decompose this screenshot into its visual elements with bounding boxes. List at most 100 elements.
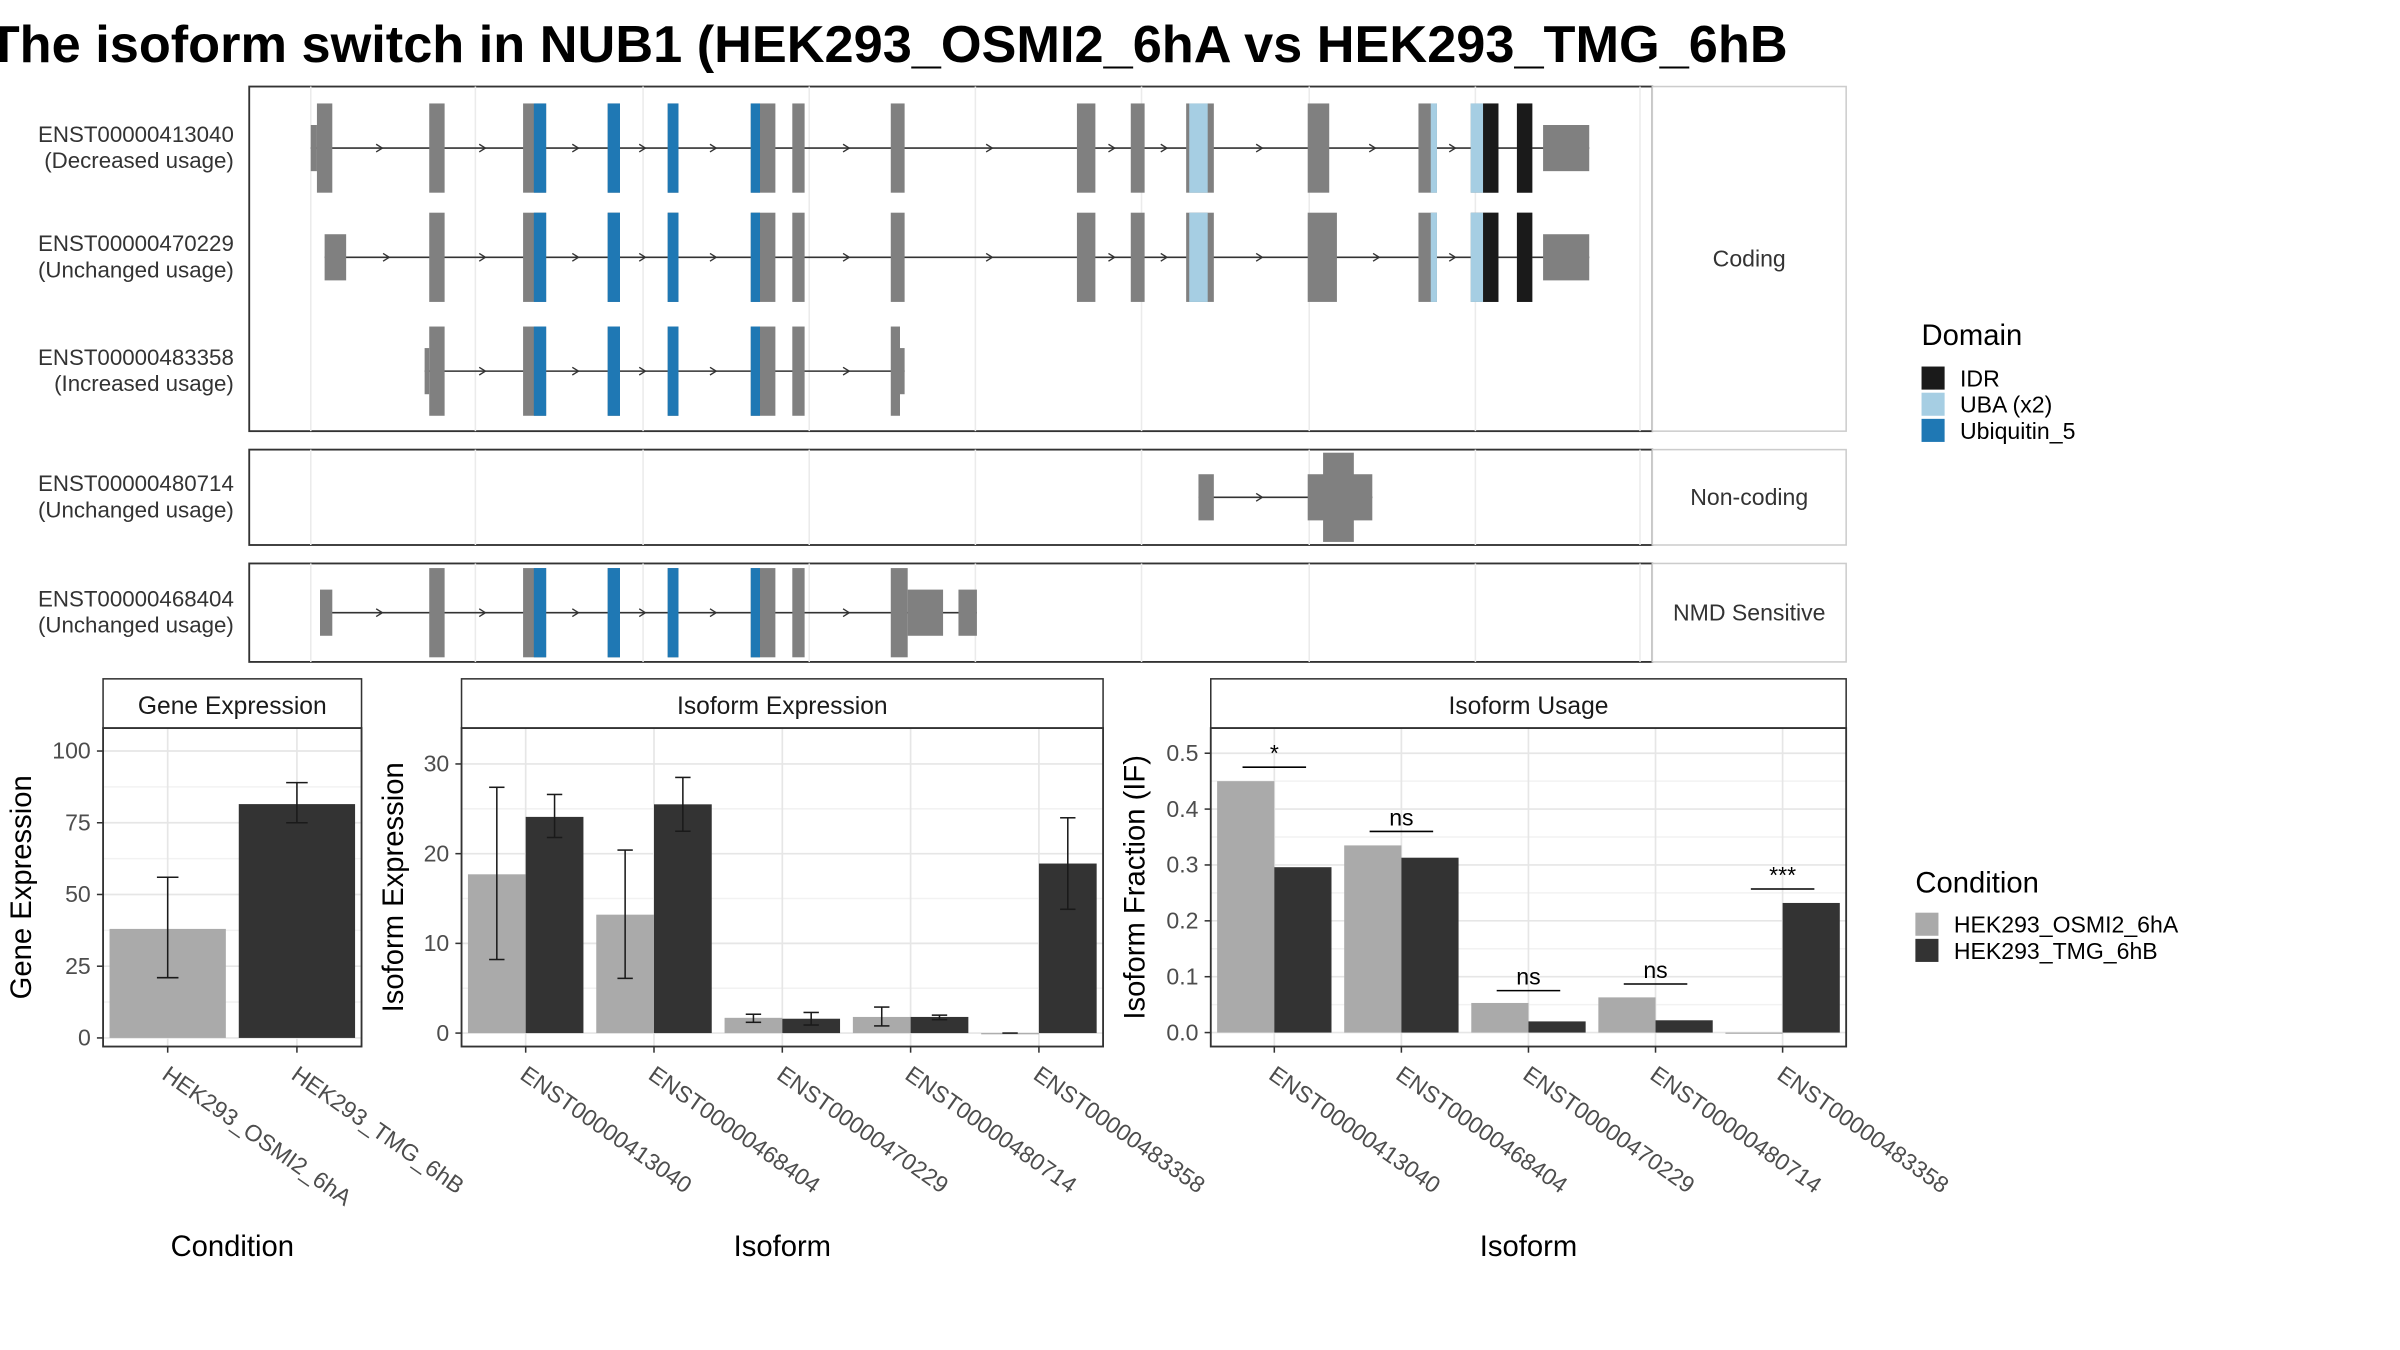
direction-arrow — [638, 252, 647, 262]
structure-facet-1 — [248, 448, 1654, 546]
y-tick-label: 0.0 — [1166, 1019, 1198, 1045]
cds-exon — [1076, 103, 1096, 193]
domain-region — [667, 568, 679, 658]
domain-region — [1483, 103, 1499, 193]
direction-arrow — [638, 608, 647, 618]
transcript-usage: (Decreased usage) — [44, 148, 234, 173]
cds-exon — [1076, 212, 1096, 302]
direction-arrow — [985, 143, 994, 153]
domain-region — [607, 103, 620, 193]
domain-region — [667, 103, 679, 193]
direction-arrow — [375, 608, 384, 618]
chart-title: Gene Expression — [138, 693, 327, 720]
y-tick-label: 30 — [424, 751, 450, 777]
x-axis-title: Isoform — [734, 1231, 831, 1263]
chart-strip — [460, 678, 1104, 729]
bar-charts: Gene Expression0255075100HEK293_OSMI2_6h… — [6, 678, 1954, 1263]
direction-arrow — [1160, 143, 1169, 153]
transcript-usage: (Increased usage) — [54, 371, 234, 396]
direction-arrow — [709, 366, 718, 376]
domain-region — [533, 212, 547, 302]
utr-block — [900, 348, 905, 395]
utr-block — [1198, 474, 1214, 521]
y-tick-label: 75 — [65, 809, 91, 835]
direction-arrow — [1108, 143, 1116, 153]
bar — [1471, 1002, 1529, 1033]
y-axis-title: Gene Expression — [6, 775, 38, 999]
transcript-usage: (Unchanged usage) — [38, 257, 234, 282]
utr-block — [1543, 125, 1590, 172]
domain-region — [667, 212, 679, 302]
domain-region — [1189, 212, 1208, 302]
transcript-id: ENST00000483358 — [38, 345, 234, 370]
direction-arrow — [1448, 252, 1457, 262]
legend-label: HEK293_OSMI2_6hA — [1954, 912, 2179, 938]
utr-block — [324, 234, 347, 281]
noncoding-exon-core — [1323, 452, 1354, 542]
cds-exon — [890, 212, 905, 302]
cds-exon — [890, 103, 905, 193]
facet-label: NMD Sensitive — [1673, 599, 1826, 625]
domain-region — [1430, 103, 1437, 193]
y-tick-label: 20 — [424, 840, 450, 866]
direction-arrow — [709, 608, 718, 618]
direction-arrow — [382, 252, 391, 262]
direction-arrow — [1372, 252, 1381, 262]
bar — [1217, 781, 1275, 1033]
direction-arrow — [478, 366, 487, 376]
bar — [782, 1018, 841, 1034]
y-tick-label: 50 — [65, 881, 91, 907]
significance-label: ns — [1643, 957, 1667, 983]
direction-arrow — [1368, 143, 1377, 153]
y-axis-title: Isoform Fraction (IF) — [1120, 755, 1152, 1020]
chart-1: Isoform Expression0102030ENST00000413040… — [378, 678, 1210, 1263]
bar — [1782, 902, 1840, 1033]
direction-arrow — [985, 252, 994, 262]
domain-region — [607, 326, 620, 416]
cds-exon — [792, 326, 805, 416]
legend-swatch — [1921, 418, 1945, 442]
bar — [1598, 997, 1656, 1033]
direction-arrow — [571, 252, 580, 262]
domain-region — [1470, 103, 1484, 193]
cds-exon — [792, 212, 805, 302]
direction-arrow — [571, 366, 580, 376]
cds-exon — [429, 212, 445, 302]
y-axis-title: Isoform Expression — [378, 762, 410, 1012]
cds-exon — [429, 103, 445, 193]
direction-arrow — [1448, 143, 1457, 153]
utr-block — [907, 589, 944, 636]
bar — [1528, 1021, 1586, 1033]
direction-arrow — [1255, 143, 1264, 153]
facet-strip-2 — [1651, 562, 1847, 663]
y-tick-label: 100 — [52, 738, 90, 764]
legend-swatch — [1921, 366, 1945, 390]
legend-swatch — [1921, 392, 1945, 416]
facet-strip-1 — [1651, 448, 1847, 546]
direction-arrow — [571, 608, 580, 618]
cds-exon — [792, 568, 805, 658]
cds-exon — [316, 103, 333, 193]
direction-arrow — [709, 143, 718, 153]
domain-region — [1516, 212, 1533, 302]
bar — [1344, 845, 1402, 1033]
direction-arrow — [1108, 252, 1116, 262]
cds-exon — [1307, 212, 1337, 302]
x-axis-title: Isoform — [1480, 1231, 1577, 1263]
domain-region — [750, 103, 760, 193]
domain-region — [533, 568, 547, 658]
y-tick-label: 0 — [436, 1020, 449, 1046]
bar — [238, 804, 356, 1038]
direction-arrow — [478, 608, 487, 618]
transcript-usage: (Unchanged usage) — [38, 613, 234, 638]
chart-strip — [1210, 678, 1847, 729]
cds-exon — [890, 568, 908, 658]
chart-title: Isoform Usage — [1448, 693, 1608, 720]
cds-exon — [1130, 103, 1145, 193]
facet-label: Non-coding — [1690, 484, 1808, 510]
direction-arrow — [842, 143, 851, 153]
structure-facet-0 — [248, 85, 1654, 433]
chart-title: Isoform Expression — [677, 693, 888, 720]
